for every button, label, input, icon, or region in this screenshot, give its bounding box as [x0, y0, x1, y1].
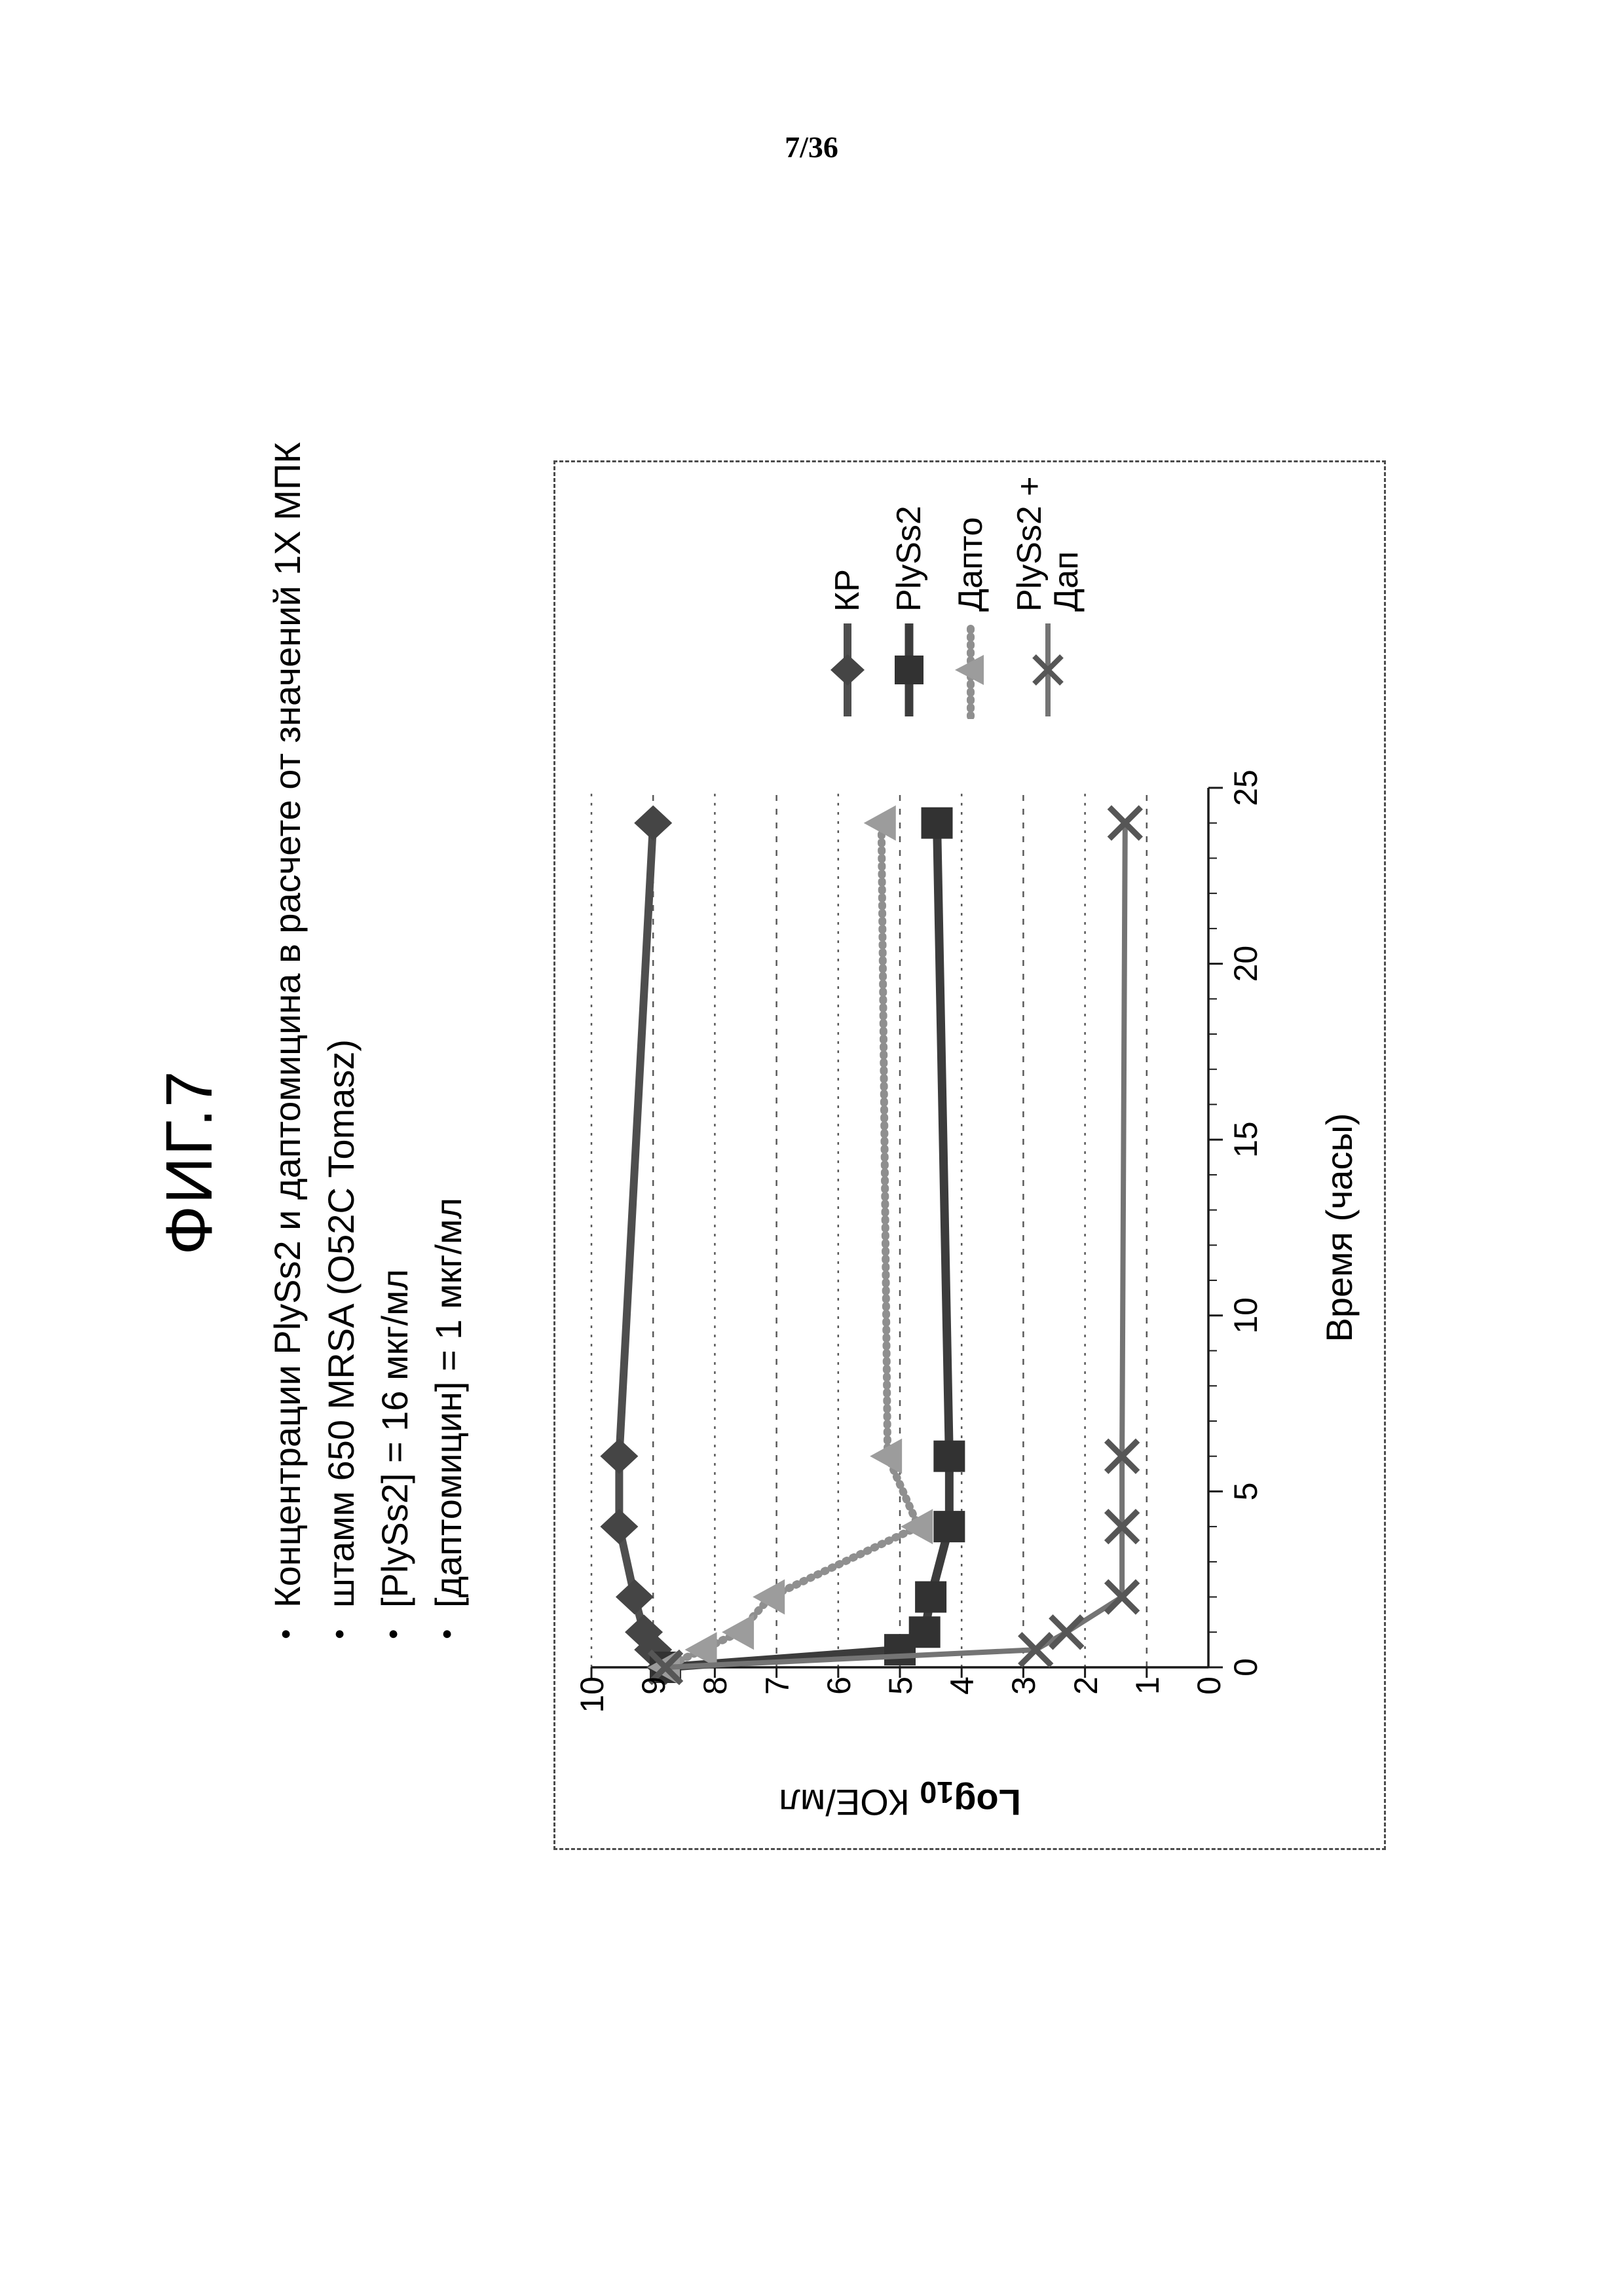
y-axis-title: Log10 КОЕ/мл — [717, 1775, 1083, 1824]
legend-swatch — [830, 623, 865, 716]
y-tick-label: 2 — [1067, 1676, 1104, 1695]
bullet-text: [PlySs2] = 16 мкг/мл — [374, 1268, 415, 1608]
legend-label: Дапто — [952, 517, 990, 612]
x-tick-label: 25 — [1227, 769, 1264, 806]
x-tick-label: 20 — [1227, 945, 1264, 982]
bullet-text: Концентрации PlySs2 и даптомицина в расч… — [267, 442, 308, 1608]
x-tick-label: 0 — [1227, 1658, 1264, 1676]
square-marker — [895, 656, 923, 684]
bullet-dot-icon: • — [431, 1629, 463, 1639]
x-marker-stroke — [1032, 654, 1064, 686]
figure-title: ФИГ.7 — [153, 1069, 226, 1255]
y-tick-label: 7 — [758, 1676, 796, 1695]
bullet-item: • штамм 650 MRSA (O52C Tomasz) — [314, 442, 368, 1639]
x-marker — [1032, 654, 1064, 686]
y-tick-label: 6 — [820, 1676, 857, 1695]
bullet-dot-icon: • — [270, 1629, 302, 1639]
diamond-marker — [830, 654, 865, 686]
chart-legend: КР PlySs2 Дапто PlySs2 + Дап — [827, 448, 1085, 719]
y-tick-label: 3 — [1005, 1676, 1043, 1695]
y-tick-label: 10 — [574, 1676, 610, 1713]
legend-label: PlySs2 — [890, 506, 928, 612]
page-number: 7/36 — [785, 130, 838, 164]
x-tick-label: 10 — [1227, 1297, 1264, 1334]
bullet-dot-icon: • — [377, 1629, 409, 1639]
bullet-text: штамм 650 MRSA (O52C Tomasz) — [320, 1039, 362, 1608]
x-tick-label: 15 — [1227, 1121, 1264, 1158]
legend-item-1: КР — [827, 448, 868, 719]
bullet-text: [даптомицин] = 1 мкг/мл — [428, 1197, 469, 1608]
x-tick-label: 5 — [1227, 1482, 1264, 1501]
legend-swatch — [955, 621, 984, 719]
figure-rotated-wrapper: ФИГ.7 • Концентрации PlySs2 и даптомицин… — [153, 442, 1402, 1866]
legend-label: PlySs2 + Дап — [1011, 476, 1085, 612]
bullet-dot-icon: • — [324, 1629, 356, 1639]
y-tick-label: 5 — [882, 1676, 919, 1695]
legend-label: КР — [829, 569, 867, 612]
y-axis-title-sub: 10 — [920, 1775, 954, 1809]
bullet-item: • [даптомицин] = 1 мкг/мл — [422, 442, 476, 1639]
legend-item-3: Дапто — [950, 448, 992, 719]
legend-swatch — [1032, 623, 1064, 716]
y-tick-label: 4 — [944, 1676, 981, 1695]
x-axis-title: Время (часы) — [1318, 1113, 1360, 1342]
y-tick-label: 8 — [697, 1676, 734, 1695]
y-tick-label: 1 — [1129, 1676, 1166, 1695]
y-tick-label: 9 — [635, 1676, 673, 1695]
legend-item-2: PlySs2 — [888, 448, 930, 719]
y-axis-title-units: КОЕ/мл — [779, 1782, 920, 1823]
legend-swatch — [895, 623, 923, 716]
y-axis-title-log: Log — [954, 1782, 1021, 1823]
bullet-list: • Концентрации PlySs2 и даптомицина в ра… — [261, 442, 476, 1639]
bullet-item: • [PlySs2] = 16 мкг/мл — [368, 442, 422, 1639]
legend-item-4: PlySs2 + Дап — [1011, 448, 1085, 719]
bullet-item: • Концентрации PlySs2 и даптомицина в ра… — [261, 442, 314, 1639]
triangle-marker — [955, 655, 984, 685]
y-tick-label: 0 — [1191, 1676, 1227, 1695]
